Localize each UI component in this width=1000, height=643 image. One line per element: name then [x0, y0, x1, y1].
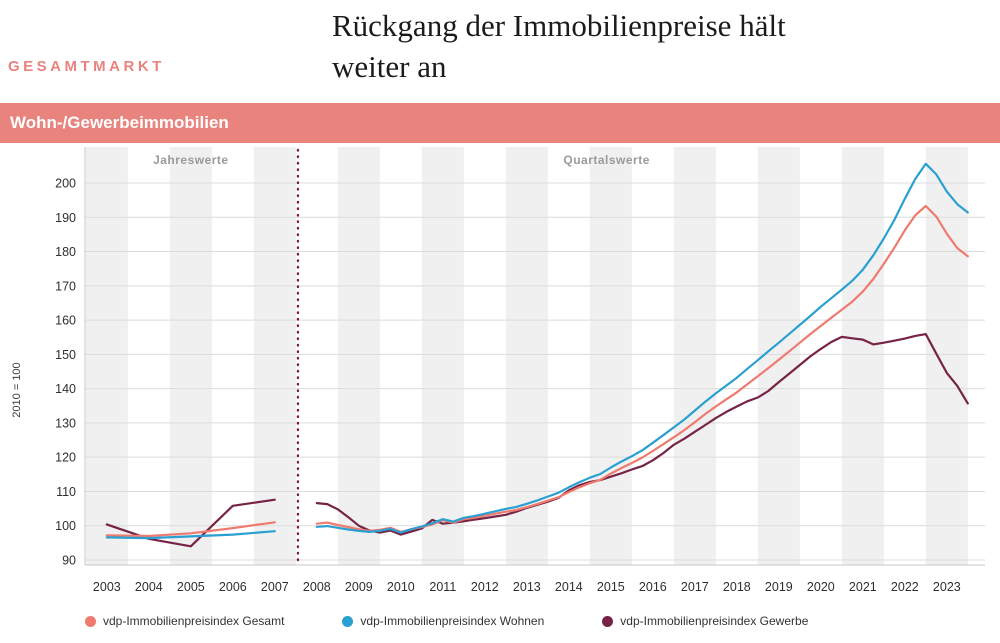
page-title: Rückgang der Immobilienpreise hält weite… — [332, 8, 786, 84]
svg-text:2015: 2015 — [597, 580, 625, 594]
svg-text:2005: 2005 — [177, 580, 205, 594]
svg-text:2014: 2014 — [555, 580, 583, 594]
price-index-chart: 90 100 110 120 130 140 150 160 170 180 190 200 2003 2… — [55, 147, 985, 594]
svg-text:2017: 2017 — [681, 580, 709, 594]
svg-text:2003: 2003 — [93, 580, 121, 594]
svg-text:2016: 2016 — [639, 580, 667, 594]
svg-text:2007: 2007 — [261, 580, 289, 594]
legend-item-gesamt: vdp-Immobilienpreisindex Gesamt — [85, 614, 284, 628]
chart-legend: vdp-Immobilienpreisindex Gesamt vdp-Immo… — [85, 614, 808, 628]
svg-text:2018: 2018 — [723, 580, 751, 594]
svg-text:170: 170 — [55, 279, 76, 293]
svg-text:Jahreswerte: Jahreswerte — [153, 153, 229, 167]
svg-text:2023: 2023 — [933, 580, 961, 594]
gesamt-series-swatch-icon — [85, 615, 96, 627]
svg-text:2009: 2009 — [345, 580, 373, 594]
svg-text:120: 120 — [55, 451, 76, 465]
legend-item-wohnen: vdp-Immobilienpreisindex Wohnen — [342, 614, 544, 628]
chart-banner: Wohn-/Gewerbeimmobilien — [0, 103, 1000, 143]
section-eyebrow: GESAMTMARKT — [8, 58, 165, 75]
svg-text:2006: 2006 — [219, 580, 247, 594]
svg-text:2022: 2022 — [891, 580, 919, 594]
svg-text:2011: 2011 — [429, 580, 456, 594]
svg-text:110: 110 — [56, 485, 76, 499]
wohnen-series-swatch-icon — [342, 615, 354, 627]
svg-text:160: 160 — [55, 314, 76, 328]
svg-text:140: 140 — [55, 382, 76, 396]
svg-text:2008: 2008 — [303, 580, 331, 594]
svg-text:150: 150 — [55, 348, 76, 362]
chart-banner-label: Wohn-/Gewerbeimmobilien — [10, 113, 229, 132]
legend-label: vdp-Immobilienpreisindex Gesamt — [103, 614, 285, 628]
svg-text:90: 90 — [62, 554, 76, 568]
svg-text:2004: 2004 — [135, 580, 163, 594]
legend-label: vdp-Immobilienpreisindex Gewerbe — [620, 614, 809, 628]
svg-text:Quartalswerte: Quartalswerte — [563, 153, 650, 167]
svg-text:2013: 2013 — [513, 580, 541, 594]
svg-text:200: 200 — [55, 177, 76, 191]
svg-text:2021: 2021 — [849, 580, 877, 594]
svg-text:180: 180 — [55, 245, 76, 259]
svg-text:2020: 2020 — [807, 580, 835, 594]
svg-text:130: 130 — [55, 416, 76, 430]
svg-text:190: 190 — [55, 211, 76, 225]
svg-text:100: 100 — [55, 519, 76, 533]
legend-label: vdp-Immobilienpreisindex Wohnen — [360, 614, 545, 628]
svg-text:2019: 2019 — [765, 580, 793, 594]
gewerbe-series-swatch-icon — [602, 615, 614, 627]
legend-item-gewerbe: vdp-Immobilienpreisindex Gewerbe — [602, 614, 808, 628]
svg-text:2010: 2010 — [387, 580, 415, 594]
svg-text:2012: 2012 — [471, 580, 499, 594]
